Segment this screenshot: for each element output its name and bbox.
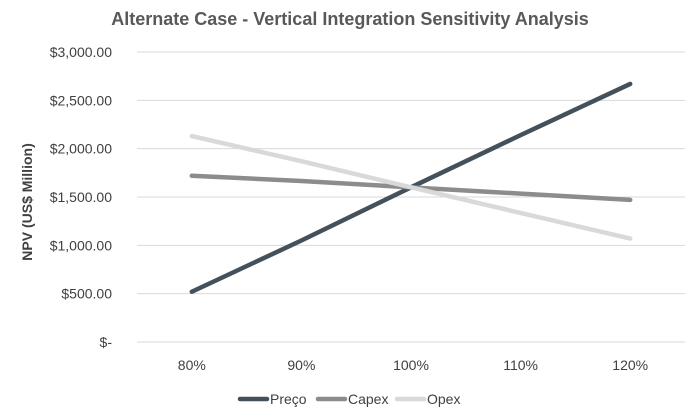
- series-line-opex: [189, 133, 633, 241]
- chart-title: Alternate Case - Vertical Integration Se…: [111, 9, 589, 29]
- x-tick-label: 100%: [393, 357, 429, 373]
- x-tick-label: 110%: [503, 357, 538, 373]
- y-tick-label: $500.00: [61, 286, 112, 302]
- y-axis-label: NPV (US$ Million): [19, 143, 35, 260]
- y-tick-label: $3,000.00: [50, 44, 112, 60]
- x-tick-label: 80%: [178, 357, 206, 373]
- legend-label-capex: Capex: [348, 391, 388, 407]
- legend: Preço Capex Opex: [237, 391, 460, 407]
- legend-label-opex: Opex: [427, 391, 460, 407]
- y-tick-label: $1,000.00: [50, 237, 112, 253]
- y-tick-label: $2,000.00: [50, 141, 112, 157]
- x-tick-label: 120%: [612, 357, 648, 373]
- y-tick-label: $1,500.00: [50, 189, 112, 205]
- y-tick-label: $2,500.00: [50, 92, 112, 108]
- series-lines: [189, 81, 633, 294]
- y-axis-ticks: $- $500.00 $1,000.00 $1,500.00 $2,000.00 $2,5…: [50, 44, 113, 350]
- legend-label-preco: Preço: [270, 391, 307, 407]
- gridlines: [137, 51, 685, 343]
- y-tick-label: $-: [100, 334, 113, 350]
- x-axis-ticks: 80% 90% 100% 110% 120%: [178, 357, 648, 373]
- x-tick-label: 90%: [287, 357, 315, 373]
